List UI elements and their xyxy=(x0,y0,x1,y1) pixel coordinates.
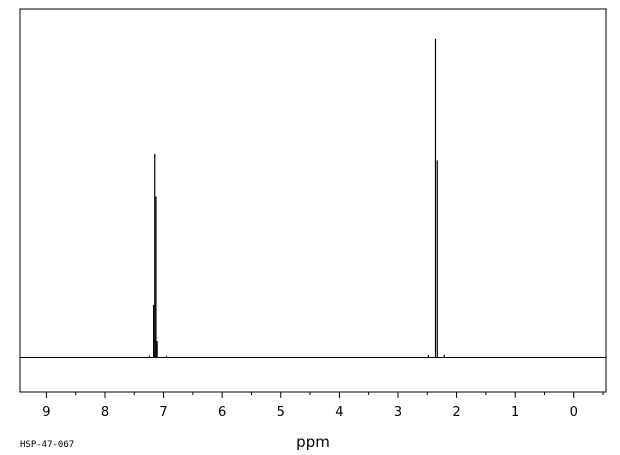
x-axis-tick-labels: 9 8 7 6 5 4 3 2 1 0 xyxy=(42,405,578,420)
x-tick-label: 3 xyxy=(394,405,402,420)
x-tick-label: 1 xyxy=(511,405,519,420)
x-tick-label: 9 xyxy=(42,405,50,420)
x-tick-label: 5 xyxy=(277,405,285,420)
spectrum-peaks xyxy=(148,38,445,358)
x-axis-title: ppm xyxy=(296,433,330,451)
x-tick-label: 6 xyxy=(218,405,226,420)
x-tick-label: 7 xyxy=(159,405,167,420)
x-axis-ticks xyxy=(45,392,604,398)
x-tick-label: 2 xyxy=(452,405,460,420)
sample-code-label: HSP-47-067 xyxy=(20,440,74,450)
x-tick-label: 8 xyxy=(101,405,109,420)
x-tick-label: 0 xyxy=(570,405,578,420)
plot-frame xyxy=(19,8,607,393)
x-tick-label: 4 xyxy=(335,405,343,420)
